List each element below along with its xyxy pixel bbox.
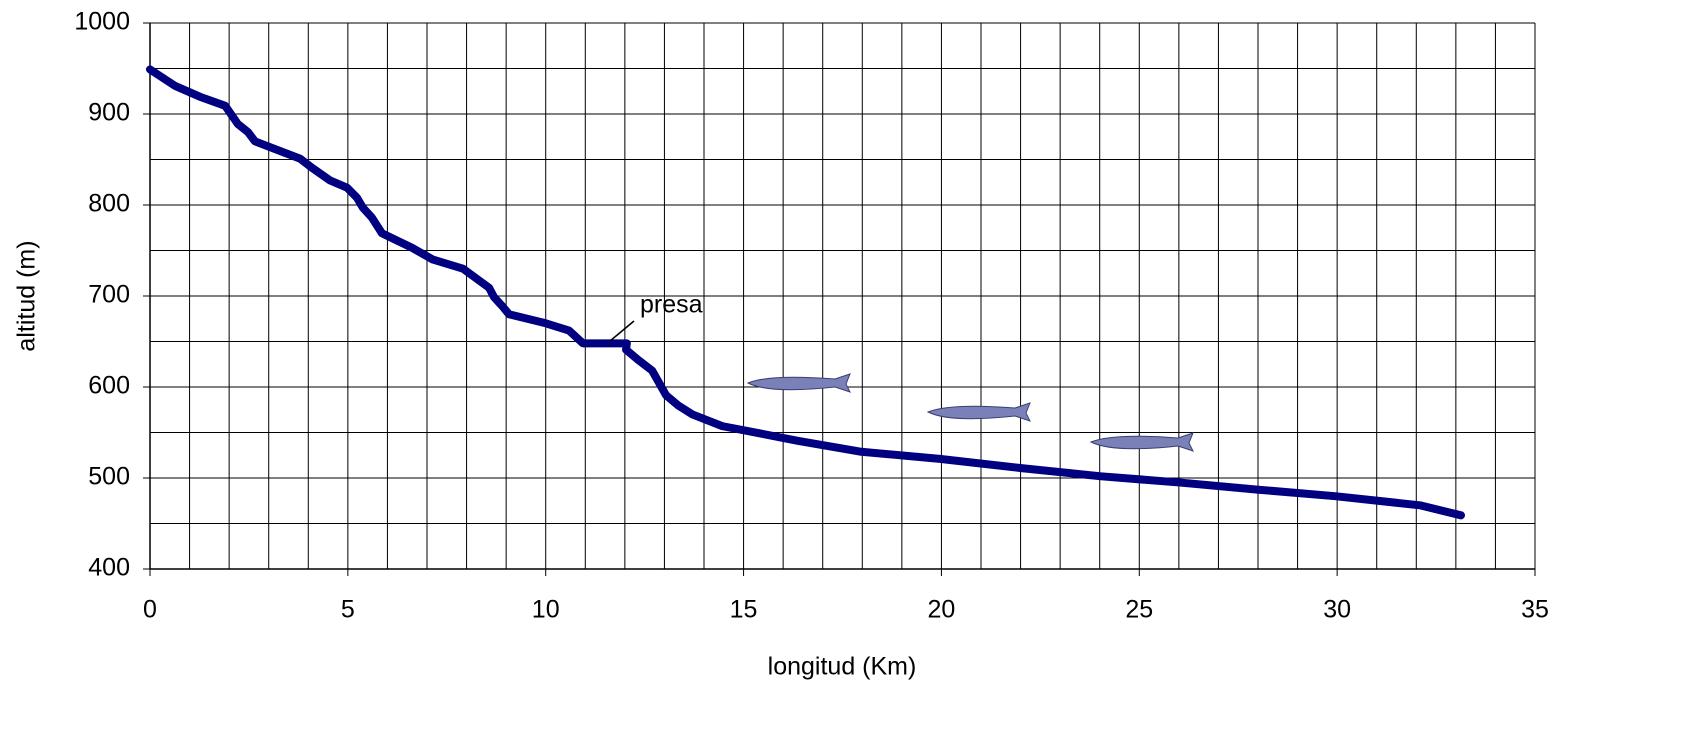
annotation-leader <box>609 320 635 342</box>
y-tick-label: 800 <box>88 190 130 218</box>
x-tick-label: 5 <box>341 596 355 624</box>
x-tick-label: 15 <box>730 596 758 624</box>
fish-decoration <box>746 373 1194 452</box>
y-tick-label: 1000 <box>74 8 130 36</box>
annotation: presa <box>640 291 703 319</box>
x-tick-label: 35 <box>1521 596 1549 624</box>
data-line <box>146 65 1465 520</box>
x-axis-label: longitud (Km) <box>768 653 917 681</box>
x-tick-label: 20 <box>928 596 956 624</box>
y-tick-label: 500 <box>88 463 130 491</box>
y-tick-label: 400 <box>88 554 130 582</box>
x-tick-label: 25 <box>1125 596 1153 624</box>
x-tick-label: 30 <box>1323 596 1351 624</box>
y-axis-label: altitud (m) <box>13 240 41 351</box>
y-tick-label: 900 <box>88 99 130 127</box>
x-tick-label: 0 <box>143 596 157 624</box>
y-tick-label: 700 <box>88 281 130 309</box>
y-tick-label: 600 <box>88 372 130 400</box>
x-tick-label: 10 <box>532 596 560 624</box>
